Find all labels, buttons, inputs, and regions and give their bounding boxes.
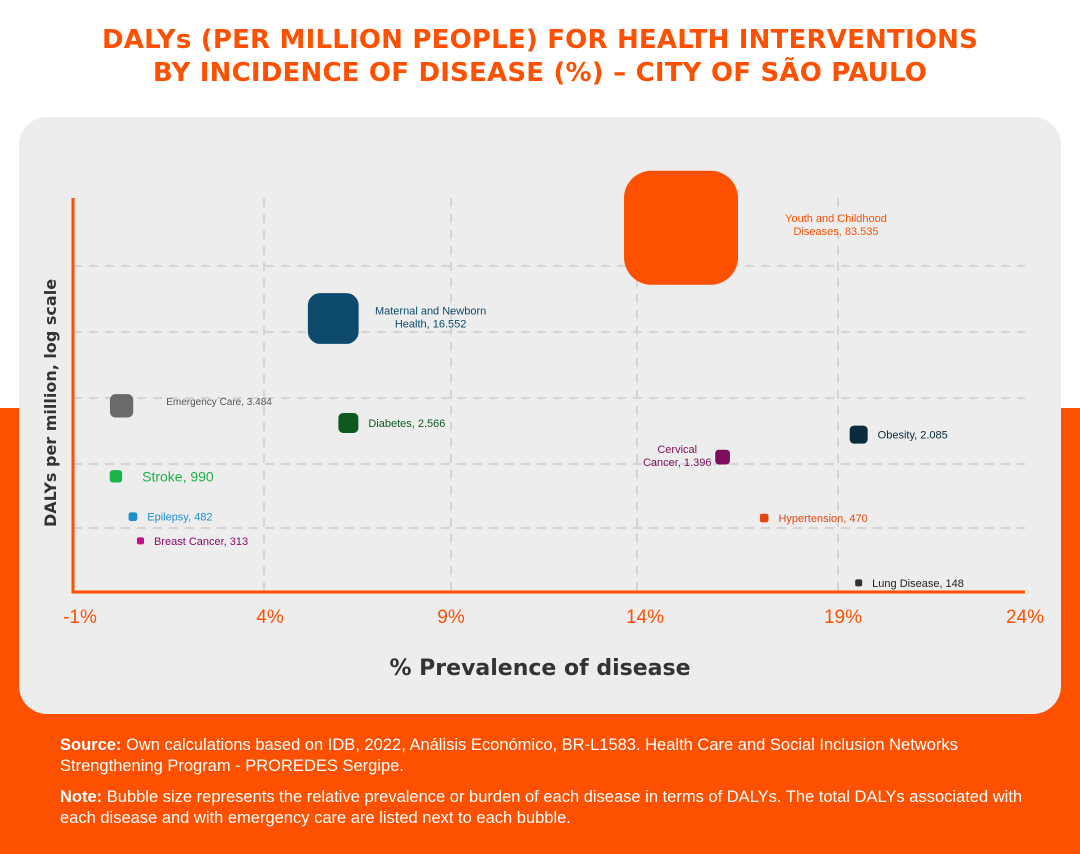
- bubble-label-maternal-and-newborn-health: Maternal and Newborn Health, 16.552: [375, 305, 486, 330]
- x-tick-label: 14%: [626, 607, 664, 628]
- bubble-label-line-1: Obesity, 2.085: [878, 430, 948, 442]
- bubble-diabetes: [338, 412, 359, 433]
- bubble-hypertension: [759, 513, 769, 523]
- bubble-label-hypertension: Hypertension, 470: [778, 513, 867, 525]
- chart-title-line-1: DALYs (PER MILLION PEOPLE) FOR HEALTH IN…: [101, 25, 979, 55]
- bubble-label-line-1: Cervical: [657, 444, 697, 456]
- x-tick-labels: -1% 4% 9% 14% 19% 24%: [63, 607, 1044, 628]
- bubbles: [109, 170, 868, 587]
- source-note: Source: Own calculations based on IDB, 2…: [60, 735, 1040, 777]
- gridlines: [73, 198, 1025, 592]
- bubble-breast-cancer: [136, 537, 144, 545]
- bubble-label-line-2: Cancer, 1.396: [643, 457, 712, 469]
- bubble-label-line-1: Lung Disease, 148: [872, 578, 964, 590]
- bubble-emergency-care: [109, 394, 134, 418]
- source-label: Source:: [60, 736, 122, 754]
- bubble-obesity: [849, 425, 868, 444]
- bubble-label-line-1: Epilepsy, 482: [147, 512, 212, 524]
- bubble-label-epilepsy: Epilepsy, 482: [147, 512, 212, 524]
- footer-notes: Source: Own calculations based on IDB, 2…: [60, 735, 1040, 839]
- axes: [71, 198, 1025, 594]
- bubble-label-obesity: Obesity, 2.085: [878, 430, 948, 442]
- bubble-label-line-1: Youth and Childhood: [785, 213, 887, 225]
- chart-title: DALYs (PER MILLION PEOPLE) FOR HEALTH IN…: [0, 24, 1080, 90]
- bubble-label-youth-and-childhood-diseases: Youth and Childhood Diseases, 83.535: [785, 213, 887, 238]
- bubble-label-line-1: Hypertension, 470: [778, 513, 867, 525]
- x-tick-label: -1%: [63, 607, 97, 628]
- bubble-youth-and-childhood-diseases: [624, 170, 739, 285]
- source-text: Own calculations based on IDB, 2022, Aná…: [60, 736, 958, 775]
- bubble-label-stroke: Stroke, 990: [142, 468, 214, 484]
- bubble-stroke: [109, 470, 123, 483]
- note-label: Note:: [60, 788, 103, 806]
- bubble-label-emergency-care: Emergency Care, 3.484: [166, 397, 272, 408]
- bubble-label-line-1: Diabetes, 2.566: [368, 418, 445, 430]
- x-tick-label: 19%: [824, 607, 862, 628]
- y-axis-label: DALYs per million, log scale: [41, 279, 60, 527]
- bubble-label-line-2: Health, 16.552: [395, 318, 467, 330]
- bubble-label-lung-disease: Lung Disease, 148: [872, 578, 964, 590]
- bubble-label-line-1: Breast Cancer, 313: [154, 536, 248, 548]
- bubble-label-line-1: Maternal and Newborn: [375, 305, 486, 317]
- x-tick-label: 9%: [437, 607, 465, 628]
- x-tick-label: 4%: [256, 607, 284, 628]
- x-tick-label: 24%: [1006, 607, 1044, 628]
- chart-title-line-2: BY INCIDENCE OF DISEASE (%) – CITY OF SÃ…: [152, 58, 928, 88]
- bubble-label-line-2: Diseases, 83.535: [794, 226, 879, 238]
- bubble-maternal-and-newborn-health: [307, 293, 359, 344]
- bubble-label-diabetes: Diabetes, 2.566: [368, 418, 445, 430]
- bubble-label-cervical-cancer: Cervical Cancer, 1.396: [643, 444, 712, 469]
- bubble-label-line-1: Stroke, 990: [142, 468, 214, 484]
- bubble-label-breast-cancer: Breast Cancer, 313: [154, 536, 248, 548]
- bubble-cervical-cancer: [715, 449, 730, 465]
- note-text: Bubble size represents the relative prev…: [60, 788, 1023, 827]
- bubble-epilepsy: [128, 512, 138, 521]
- bubble-note: Note: Bubble size represents the relativ…: [60, 787, 1040, 829]
- chart-panel: [19, 117, 1061, 714]
- bubble-lung-disease: [855, 579, 863, 587]
- bubble-labels: Youth and Childhood Diseases, 83.535 Mater…: [142, 213, 964, 590]
- bubble-label-line-1: Emergency Care, 3.484: [166, 397, 272, 408]
- x-axis-label: % Prevalence of disease: [389, 656, 690, 681]
